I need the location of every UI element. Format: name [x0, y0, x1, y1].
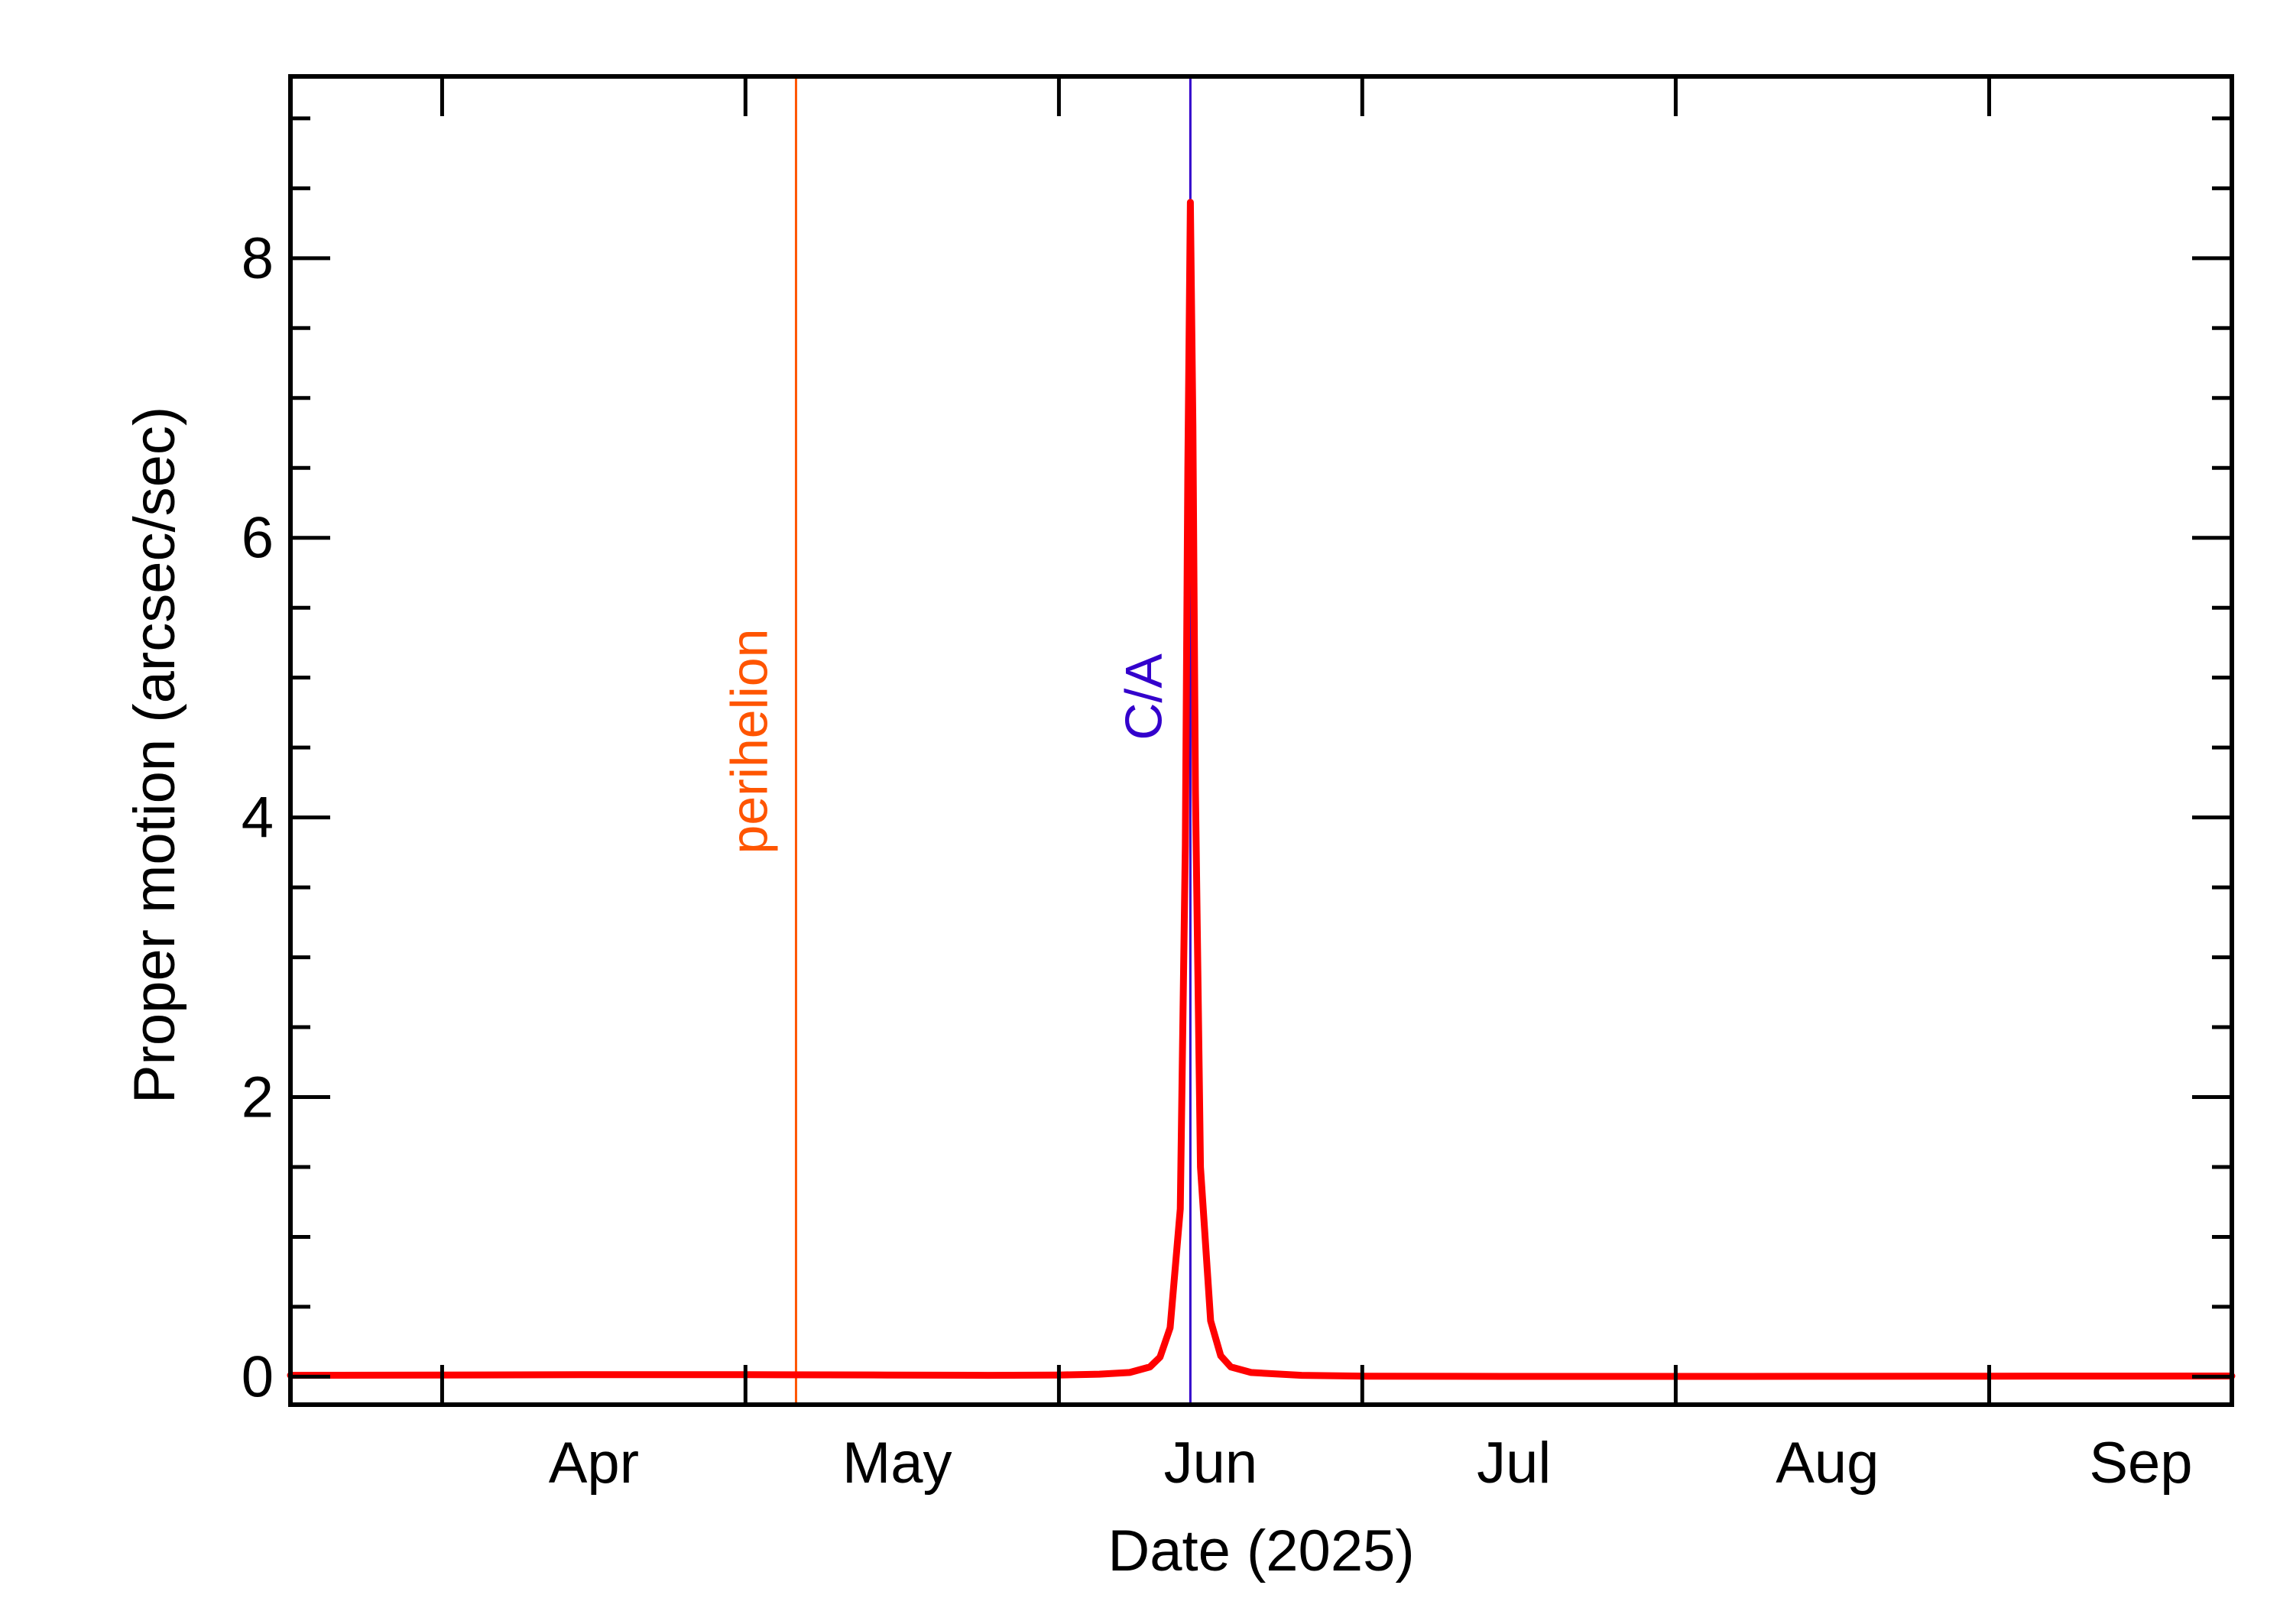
series-line-0 [287, 199, 2236, 1380]
y-axis-label: Proper motion (arcsec/sec) [122, 407, 187, 1104]
x-tick-label: Jun [1164, 1431, 1258, 1496]
y-tick-label: 0 [242, 1344, 274, 1409]
plot-frame [288, 74, 2234, 1407]
marker-label-1: C/A [1114, 653, 1172, 741]
y-tick-label: 8 [242, 226, 274, 291]
x-tick-label: Jul [1477, 1431, 1551, 1496]
tick-labels: 0 2 4 6 8 Apr May Jun Jul Aug Sep [242, 226, 2193, 1496]
marker-label-0: perihelion [720, 629, 778, 854]
y-tick-label: 2 [242, 1065, 274, 1130]
x-tick-label: Apr [549, 1431, 639, 1496]
y-tick-label: 4 [242, 786, 274, 851]
x-tick-label: Aug [1776, 1431, 1879, 1496]
axes [288, 74, 2234, 1407]
series-layer [287, 199, 2236, 1380]
x-tick-label: Sep [2089, 1431, 2192, 1496]
x-axis-label: Date (2025) [1108, 1519, 1414, 1583]
y-tick-label: 6 [242, 506, 274, 571]
x-tick-label: May [842, 1431, 952, 1496]
